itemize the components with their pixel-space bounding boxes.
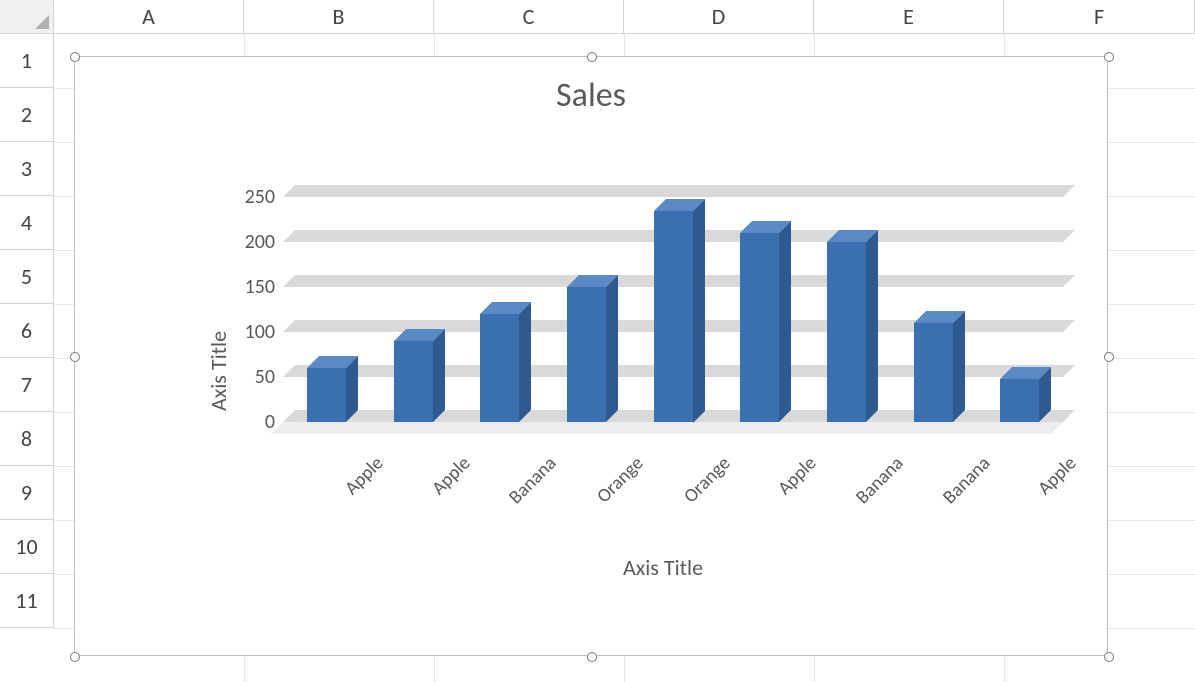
x-tick-label: Apple: [1010, 452, 1081, 523]
chart-title[interactable]: Sales: [75, 75, 1107, 116]
selection-handle[interactable]: [70, 352, 80, 362]
column-header[interactable]: D: [624, 0, 814, 34]
column-header[interactable]: E: [814, 0, 1004, 34]
x-tick-label: Apple: [750, 452, 821, 523]
x-tick-label: Apple: [317, 452, 388, 523]
x-tick-label: Banana: [923, 452, 994, 523]
bar[interactable]: [914, 323, 953, 422]
row-headers: 1234567891011: [0, 34, 54, 628]
plot-area[interactable]: 050100150200250AppleAppleBananaOrangeOra…: [283, 197, 1063, 422]
row-header[interactable]: 8: [0, 412, 54, 466]
selection-handle[interactable]: [1104, 352, 1114, 362]
x-tick-label: Banana: [490, 452, 561, 523]
y-tick-label: 250: [245, 185, 283, 209]
y-axis-title[interactable]: Axis Title: [205, 331, 232, 411]
x-tick-label: Apple: [403, 452, 474, 523]
chart-object[interactable]: Sales Axis Title 050100150200250AppleApp…: [74, 56, 1108, 656]
spreadsheet: ABCDEF 1234567891011 Sales Axis Title 05…: [0, 0, 1195, 682]
bar[interactable]: [1000, 379, 1039, 422]
row-header[interactable]: 3: [0, 142, 54, 196]
selection-handle[interactable]: [587, 652, 597, 662]
row-header[interactable]: 9: [0, 466, 54, 520]
y-tick-label: 50: [255, 365, 283, 389]
column-headers: ABCDEF: [0, 0, 1195, 34]
x-tick-label: Banana: [837, 452, 908, 523]
column-header[interactable]: F: [1004, 0, 1195, 34]
y-tick-label: 100: [245, 320, 283, 344]
selection-handle[interactable]: [587, 52, 597, 62]
x-tick-label: Orange: [663, 452, 734, 523]
row-header[interactable]: 2: [0, 88, 54, 142]
row-header[interactable]: 1: [0, 34, 54, 88]
chart-floor: [271, 422, 1063, 434]
y-tick-label: 150: [245, 275, 283, 299]
y-tick-label: 200: [245, 230, 283, 254]
selection-handle[interactable]: [1104, 652, 1114, 662]
bar[interactable]: [307, 368, 346, 422]
row-header[interactable]: 6: [0, 304, 54, 358]
row-header[interactable]: 11: [0, 574, 54, 628]
bar[interactable]: [654, 211, 693, 423]
row-header[interactable]: 4: [0, 196, 54, 250]
selection-handle[interactable]: [70, 52, 80, 62]
selection-handle[interactable]: [1104, 52, 1114, 62]
bar[interactable]: [567, 287, 606, 422]
row-header[interactable]: 10: [0, 520, 54, 574]
select-all-corner[interactable]: [0, 0, 54, 34]
gridline: [283, 185, 1075, 197]
selection-handle[interactable]: [70, 652, 80, 662]
x-axis-title[interactable]: Axis Title: [623, 554, 703, 581]
column-header[interactable]: C: [434, 0, 624, 34]
x-tick-label: Orange: [577, 452, 648, 523]
bar[interactable]: [740, 233, 779, 422]
column-header[interactable]: A: [54, 0, 244, 34]
column-header[interactable]: B: [244, 0, 434, 34]
bar[interactable]: [480, 314, 519, 422]
row-header[interactable]: 5: [0, 250, 54, 304]
row-header[interactable]: 7: [0, 358, 54, 412]
bar[interactable]: [394, 341, 433, 422]
bar[interactable]: [827, 242, 866, 422]
